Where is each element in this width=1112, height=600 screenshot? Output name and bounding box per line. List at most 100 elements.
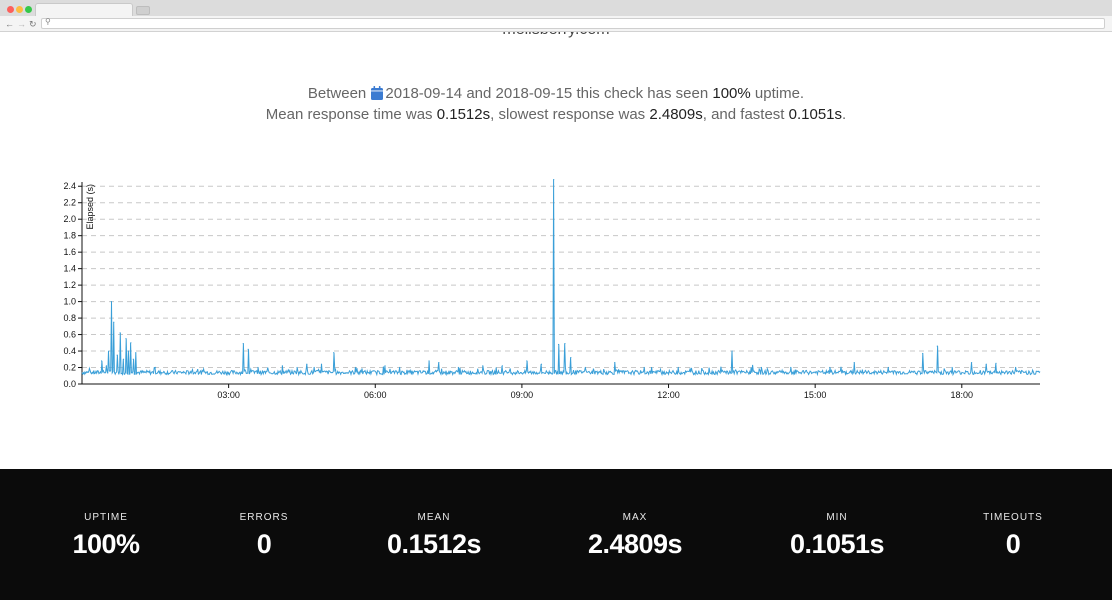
spike-point — [557, 343, 560, 346]
spike-point — [154, 366, 156, 369]
stat-label: MAX — [622, 512, 648, 523]
y-tick-label: 2.4 — [63, 181, 76, 191]
x-tick-label: 15:00 — [804, 390, 827, 400]
stat-value: 0 — [256, 529, 272, 559]
new-tab-button[interactable] — [136, 6, 150, 15]
stat-value: 0 — [1005, 529, 1021, 559]
spike-point — [970, 361, 973, 364]
y-tick-label: 2.0 — [63, 214, 76, 224]
y-tick-label: 1.6 — [63, 247, 76, 257]
spike-point — [936, 345, 938, 347]
spike-point — [110, 301, 112, 303]
spike-point — [355, 366, 357, 369]
tab-strip — [0, 0, 1112, 16]
spike-point — [281, 365, 283, 367]
spike-point — [428, 360, 430, 362]
spike-point — [564, 343, 566, 345]
spike-point — [829, 366, 831, 369]
spike-point — [501, 365, 503, 367]
stats-bar: UPTIME 100% ERRORS 0 MEAN 0.1512s MAX 2.4809s MI… — [0, 469, 1112, 600]
fastest-prefix: , and fastest — [702, 106, 785, 123]
spike-point — [296, 366, 298, 369]
spike-point — [132, 358, 134, 360]
spike-point — [887, 366, 890, 369]
spike-point — [540, 363, 543, 365]
stat-value: 0.1051s — [789, 529, 885, 559]
calendar-icon — [371, 86, 384, 100]
spike-point — [760, 366, 762, 369]
and-text: and — [466, 85, 492, 102]
stat-label: MEAN — [417, 512, 451, 523]
x-tick-label: 18:00 — [951, 390, 974, 400]
y-tick-label: 1.4 — [63, 264, 76, 274]
end-date: 2018-09-15 — [495, 85, 573, 102]
close-window-button[interactable] — [7, 6, 14, 13]
spike-point — [257, 366, 259, 369]
spike-point — [135, 352, 137, 354]
spike-point — [116, 354, 118, 356]
response-time-chart: 0.0 0.2 0.4 0.6 0.8 1.0 1.2 1.4 1.6 1.8 2.0 2.2 2.4 0… — [63, 179, 1041, 400]
mean-value: 0.1512s — [436, 106, 491, 123]
spike-point — [113, 321, 115, 323]
spike-point — [399, 366, 401, 369]
spike-point — [105, 365, 108, 367]
summary-end: . — [842, 106, 847, 123]
spike-point — [313, 366, 315, 369]
slowest-prefix: , slowest response was — [490, 106, 646, 123]
spike-point — [122, 358, 125, 360]
spike-point — [119, 332, 121, 334]
browser-tab[interactable] — [35, 3, 133, 16]
spike-point — [584, 366, 587, 369]
uptime-summary: Between 2018-09-14 and 2018-09-15 this c… — [0, 85, 1112, 102]
spike-point — [922, 352, 924, 355]
stat-label: MIN — [826, 512, 848, 523]
y-tick-label: 1.8 — [63, 231, 76, 241]
x-tick-label: 12:00 — [657, 390, 680, 400]
x-tick-label: 09:00 — [511, 390, 534, 400]
spike-point — [985, 363, 987, 365]
spike-point — [790, 366, 792, 369]
y-tick-label: 0.2 — [63, 363, 76, 373]
stat-value: 0.1512s — [386, 529, 482, 559]
stat-label: TIMEOUTS — [983, 512, 1043, 523]
minimize-window-button[interactable] — [16, 6, 23, 13]
y-tick-label: 1.2 — [63, 280, 76, 290]
max-value: 2.4809s — [649, 106, 703, 123]
spike-point — [526, 360, 528, 362]
spike-point — [438, 361, 440, 364]
spike-point — [677, 366, 679, 369]
uptime-percent: 100% — [712, 85, 751, 102]
spike-point — [384, 365, 386, 367]
y-tick-label: 1.0 — [63, 297, 76, 307]
x-tick-label: 06:00 — [364, 390, 387, 400]
uptime-suffix: uptime. — [754, 85, 805, 102]
seen-text: this check has seen — [576, 85, 709, 102]
spike-point — [951, 366, 953, 369]
spike-point — [570, 357, 572, 359]
stat-label: ERRORS — [239, 512, 289, 523]
spike-point — [853, 361, 855, 364]
min-value: 0.1051s — [788, 106, 843, 123]
spike-point — [553, 179, 555, 181]
y-tick-label: 0.6 — [63, 330, 76, 340]
spike-point — [457, 366, 459, 369]
spike-point — [320, 363, 323, 365]
spike-point — [125, 338, 127, 340]
spike-point — [643, 366, 645, 369]
spike-point — [100, 360, 103, 362]
between-text: Between — [307, 85, 367, 102]
y-axis-label: Elapsed (s) — [85, 184, 95, 230]
maximize-window-button[interactable] — [25, 6, 32, 13]
mean-prefix: Mean response time was — [265, 106, 433, 123]
spike-point — [306, 363, 308, 365]
spike-point — [333, 352, 335, 354]
x-tick-label: 03:00 — [217, 390, 240, 400]
response-summary: Mean response time was 0.1512s, slowest … — [0, 106, 1112, 123]
spike-point — [130, 342, 132, 344]
spike-point — [242, 343, 244, 345]
spike-point — [482, 365, 484, 367]
spike-point — [127, 350, 130, 352]
y-tick-label: 0.4 — [63, 346, 76, 356]
stat-value: 100% — [72, 529, 140, 559]
y-tick-label: 2.2 — [63, 198, 76, 208]
